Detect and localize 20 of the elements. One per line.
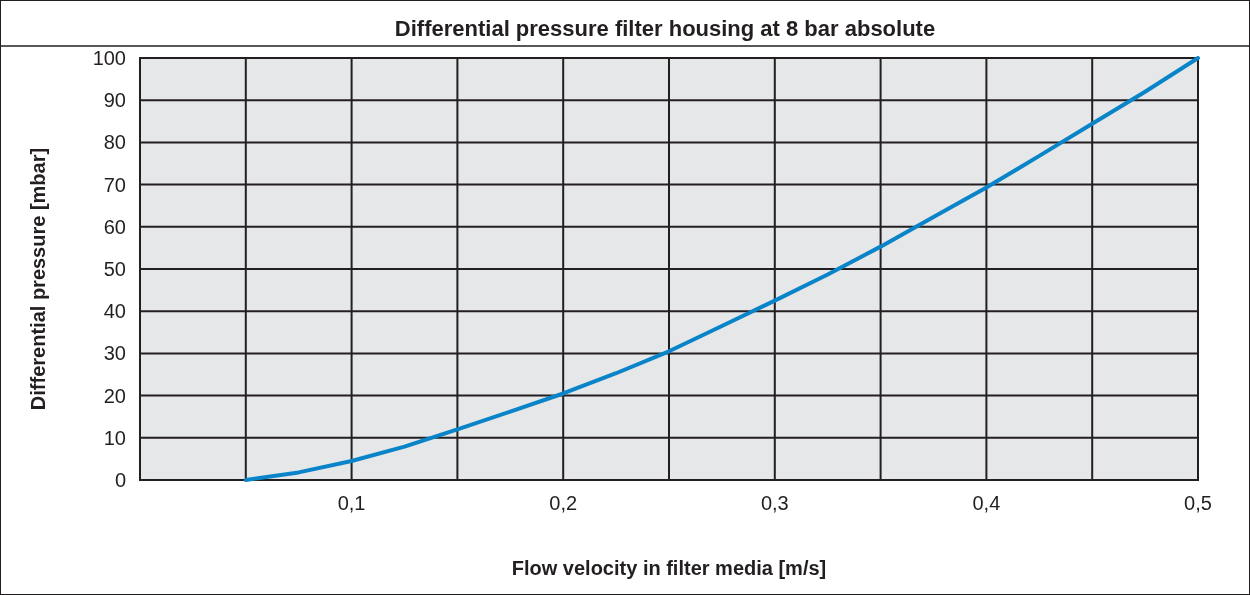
y-tick-label: 50 bbox=[103, 258, 126, 280]
y-tick-label: 60 bbox=[103, 215, 126, 238]
x-tick-label: 0,2 bbox=[549, 492, 578, 514]
x-tick-label: 0,5 bbox=[1184, 492, 1212, 514]
y-tick-label: 70 bbox=[103, 173, 126, 196]
chart-title: Differential pressure filter housing at 8 bar absolute bbox=[394, 16, 936, 41]
line-series bbox=[243, 56, 1200, 482]
y-tick-label: 0 bbox=[114, 469, 126, 491]
y-tick-label: 30 bbox=[103, 342, 126, 365]
y-tick-label: 20 bbox=[103, 384, 126, 407]
y-axis-title: Differential pressure [mbar] bbox=[27, 147, 49, 411]
x-tick-label: 0,3 bbox=[760, 492, 789, 514]
y-tick-label: 100 bbox=[92, 47, 126, 69]
y-tick-label: 90 bbox=[103, 89, 126, 112]
x-axis-title: Flow velocity in filter media [m/s] bbox=[511, 557, 827, 579]
x-tick-label: 0,4 bbox=[972, 492, 1001, 514]
y-tick-label: 80 bbox=[103, 131, 126, 154]
y-tick-label: 10 bbox=[103, 426, 126, 449]
y-tick-label: 40 bbox=[103, 300, 126, 323]
x-tick-label: 0,1 bbox=[337, 492, 366, 514]
